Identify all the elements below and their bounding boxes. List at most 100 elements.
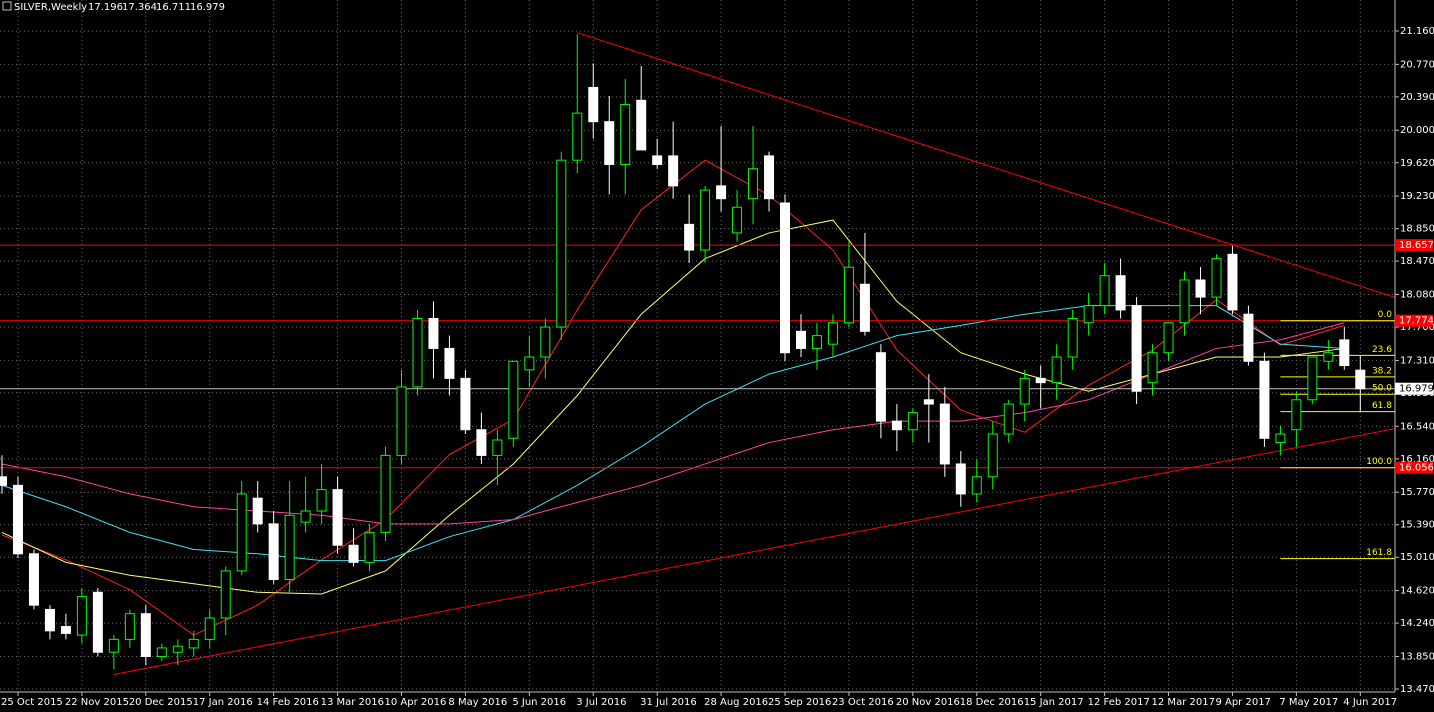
candle-body (955, 463, 966, 495)
candle-body (396, 386, 407, 456)
y-tick-label: 18.080 (1400, 290, 1434, 301)
y-tick-label: 21.160 (1400, 26, 1434, 37)
price-box (1395, 239, 1433, 252)
x-tick-label: 25 Oct 2015 (1, 697, 63, 708)
candle-body (556, 159, 567, 328)
last-open: 17.196 (88, 2, 123, 13)
candle-body (428, 317, 439, 349)
candle-body (1131, 305, 1142, 392)
candle-body (1227, 253, 1238, 311)
candle-body (636, 99, 647, 151)
candle-body (1179, 279, 1190, 324)
fib-label: 38.2 (1372, 366, 1392, 376)
fib-label: 161.8 (1366, 548, 1392, 558)
price-box (1395, 314, 1433, 327)
candle-body (220, 570, 231, 619)
y-tick-label: 18.850 (1400, 224, 1434, 235)
x-tick-label: 28 Aug 2016 (704, 697, 768, 708)
candle-body (764, 155, 775, 200)
candle-body (732, 206, 743, 234)
candle-body (716, 185, 727, 200)
candle-body (811, 335, 822, 349)
candle-body (348, 544, 359, 563)
candle-body (1307, 356, 1318, 401)
x-tick-label: 25 Sep 2016 (768, 697, 831, 708)
candle-body (1067, 317, 1078, 358)
candle-body (1259, 360, 1270, 439)
candle-body (492, 439, 503, 456)
y-tick-label: 13.850 (1400, 651, 1434, 662)
candle-body (0, 476, 7, 486)
y-tick-label: 15.010 (1400, 552, 1434, 563)
x-tick-label: 7 May 2017 (1279, 697, 1338, 708)
candle-body (108, 638, 119, 653)
candles (0, 34, 1366, 670)
candle-body (1083, 305, 1094, 324)
candle-body (1051, 356, 1062, 384)
x-tick-label: 20 Dec 2015 (129, 697, 193, 708)
candle-body (252, 497, 263, 525)
candle-body (380, 454, 391, 533)
candle-body (60, 626, 71, 634)
chart-icon (2, 1, 12, 11)
candle-body (524, 356, 535, 371)
x-tick-label: 12 Feb 2017 (1088, 697, 1150, 708)
candle-body (76, 596, 87, 636)
candle-body (668, 155, 679, 187)
trendline (113, 428, 1395, 675)
candle-body (604, 121, 615, 165)
candle-body (204, 617, 215, 640)
candle-body (859, 283, 870, 332)
y-tick-label: 17.700 (1400, 322, 1434, 333)
candle-body (939, 403, 950, 465)
y-tick-label: 16.540 (1400, 421, 1434, 432)
price-box-label: 16.979 (1399, 384, 1434, 395)
candle-body (364, 531, 375, 563)
candle-body (1147, 352, 1158, 384)
candle-body (620, 104, 631, 165)
x-tick-label: 22 Nov 2015 (65, 697, 129, 708)
y-tick-label: 15.390 (1400, 520, 1434, 531)
candle-body (1195, 279, 1206, 298)
x-tick-label: 8 May 2016 (448, 697, 507, 708)
x-tick-label: 5 Jun 2016 (512, 697, 566, 708)
candle-body (700, 189, 711, 251)
candle-body (508, 360, 519, 439)
candle-body (188, 638, 199, 649)
x-tick-label: 4 Jun 2017 (1343, 697, 1397, 708)
x-tick-label: 18 Dec 2016 (960, 697, 1024, 708)
candle-body (268, 523, 279, 580)
candle-body (156, 647, 167, 657)
candle-body (684, 223, 695, 251)
price-box (1395, 461, 1433, 474)
candle-body (44, 608, 55, 632)
y-tick-label: 19.230 (1400, 191, 1434, 202)
candle-body (923, 399, 934, 405)
fib-label: 61.8 (1372, 401, 1392, 411)
candle-body (1163, 322, 1174, 354)
x-tick-label: 17 Jan 2016 (193, 697, 253, 708)
y-tick-label: 20.390 (1400, 92, 1434, 103)
price-box (1395, 382, 1433, 395)
candle-body (891, 420, 902, 431)
last-close: 16.979 (190, 2, 225, 13)
candle-body (1323, 352, 1334, 362)
fib-label: 23.6 (1372, 345, 1392, 355)
candle-body (875, 352, 886, 422)
candle-body (1339, 339, 1350, 367)
axis-labels: 21.160 20.770 20.390 20.000 19.620 19.230 18.8… (1, 26, 1434, 708)
x-tick-label: 9 Apr 2017 (1215, 697, 1270, 708)
candle-body (124, 613, 135, 640)
price-box-label: 17.774 (1399, 316, 1434, 327)
y-tick-label: 20.770 (1400, 59, 1434, 70)
y-tick-label: 17.310 (1400, 355, 1434, 366)
candle-body (444, 347, 455, 379)
candle-body (907, 412, 918, 431)
candle-body (1211, 258, 1222, 298)
candle-body (28, 553, 39, 606)
candle-body (172, 645, 183, 653)
y-tick-label: 20.000 (1400, 125, 1434, 136)
trendline (577, 32, 1395, 298)
y-tick-label: 14.620 (1400, 586, 1434, 597)
fib-label: 50.0 (1372, 384, 1392, 394)
